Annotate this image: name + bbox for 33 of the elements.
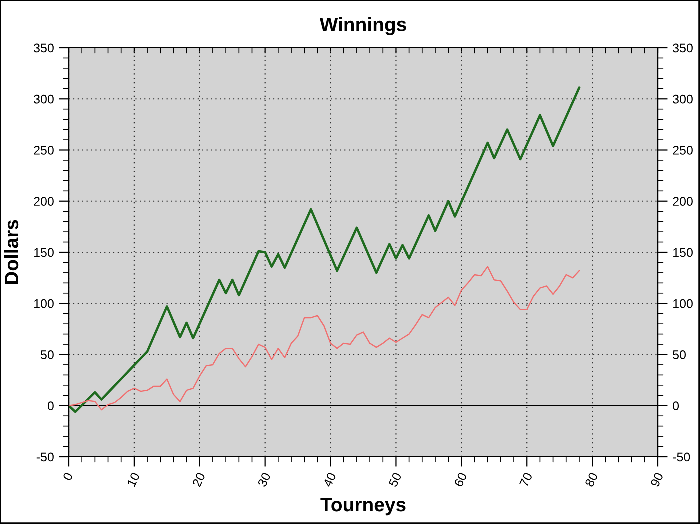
y-tick-label: 350 [34, 44, 54, 53]
y-tick-label: 150 [34, 248, 54, 258]
y2-tick-label: 150 [674, 248, 693, 258]
x-tick-label: 40 [322, 472, 337, 488]
y-axis-title: Dollars [4, 220, 19, 284]
y2-tick-label: 200 [673, 197, 693, 206]
y2-tick-label: 50 [673, 350, 686, 360]
y2-tick-label: -50 [673, 452, 690, 462]
x-tick-label: 90 [650, 472, 664, 488]
y-tick-label: 200 [34, 197, 54, 206]
y-tick-label: 300 [34, 94, 54, 104]
x-tick-label: 20 [192, 472, 206, 488]
x-tick-label: 0 [62, 472, 74, 482]
y2-tick-label: 350 [673, 44, 693, 53]
x-tick-label: 10 [126, 472, 140, 488]
y2-tick-label: 250 [673, 146, 693, 155]
y-tick-label: -50 [36, 452, 54, 462]
x-tick-label: 80 [584, 472, 598, 488]
line-series [69, 86, 581, 414]
x-tick-label: 70 [519, 472, 533, 488]
x-tick-label: 50 [388, 472, 402, 488]
x-tick-label: 30 [258, 472, 272, 488]
x-axis-title: Tourneys [320, 498, 406, 516]
y-tick-label: 50 [41, 350, 54, 360]
y2-tick-label: 300 [673, 94, 693, 104]
chart-title: Winnings [320, 17, 406, 36]
y2-tick-label: 100 [674, 299, 693, 308]
y-tick-label: 250 [34, 146, 54, 155]
y-tick-label: 0 [48, 402, 54, 411]
x-tick-label: 60 [454, 472, 468, 488]
line-series [69, 266, 580, 411]
y-tick-label: 100 [34, 299, 54, 308]
y2-tick-label: 0 [673, 402, 680, 411]
